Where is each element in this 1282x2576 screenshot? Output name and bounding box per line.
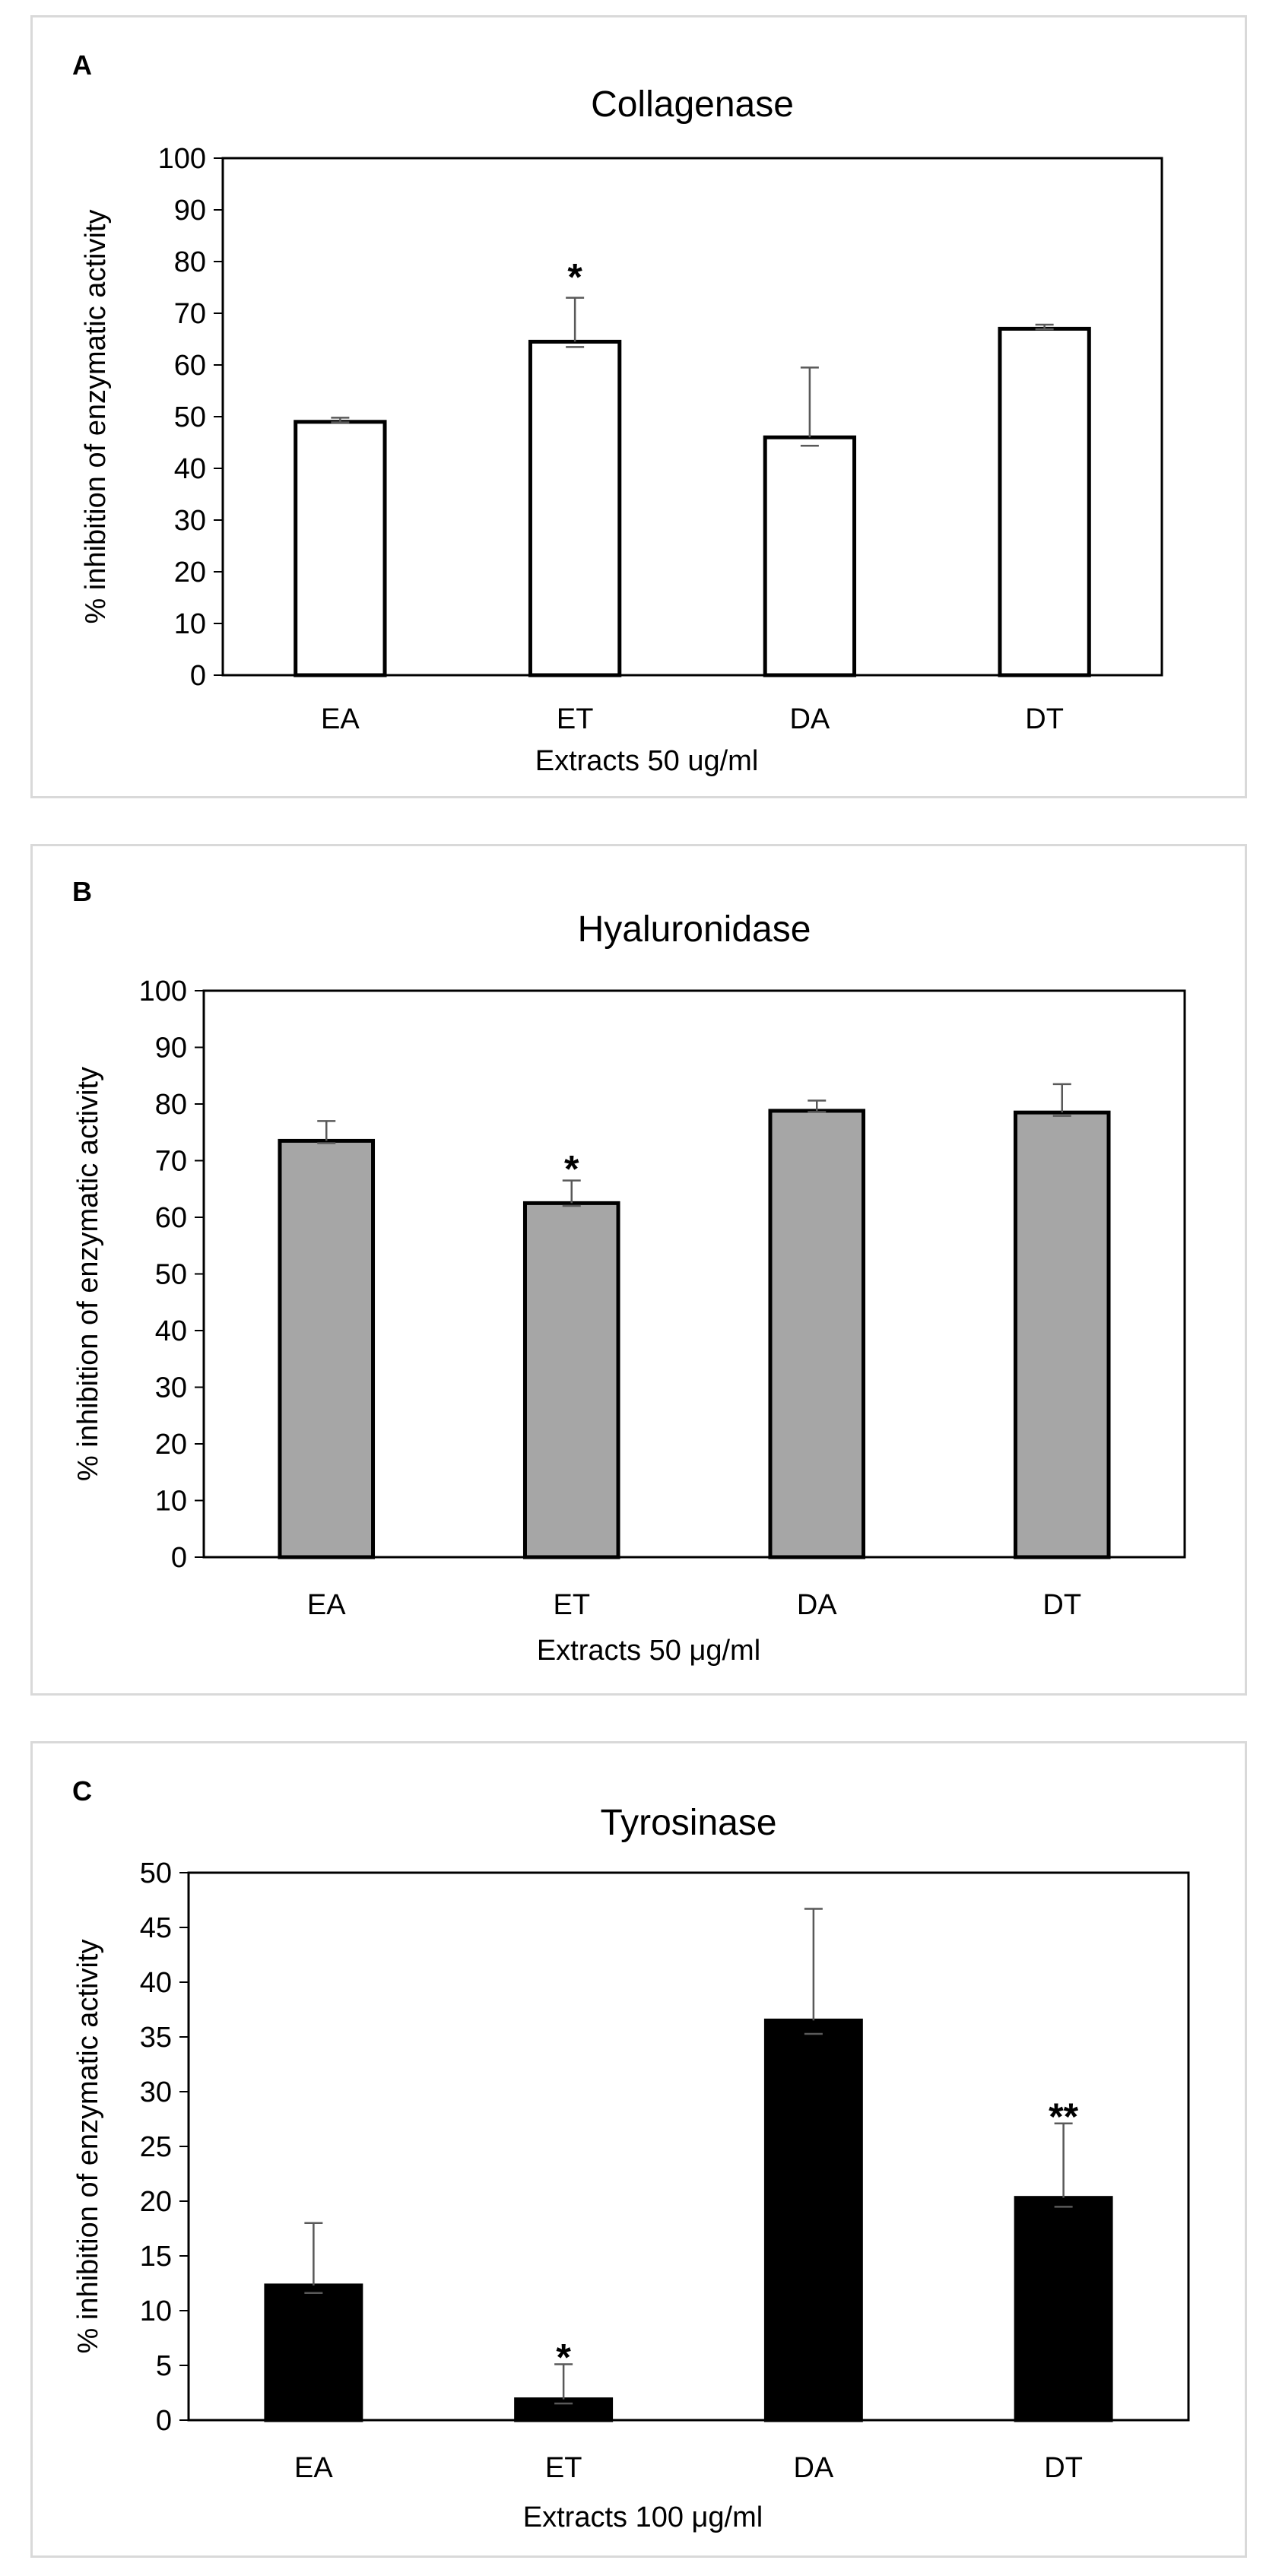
y-tick-label: 80 [155, 1089, 187, 1121]
y-tick-label: 70 [174, 298, 206, 330]
chart-title: Tyrosinase [600, 1803, 776, 1843]
x-category-label: DA [789, 703, 830, 735]
y-tick-label: 0 [156, 2405, 172, 2437]
y-axis-label: % inhibition of enzymatic activity [80, 210, 112, 624]
y-tick-label: 50 [140, 1857, 172, 1889]
bar-tyrosinase-dt [1014, 2196, 1113, 2422]
y-tick-label: 45 [140, 1912, 172, 1944]
bar-hyaluronidase-ea [278, 1138, 376, 1559]
x-category-label: EA [294, 2452, 333, 2484]
chart-panel-collagenase: A Collagenase 0 10 20 30 40 50 60 70 80 90 100 % inhi… [30, 15, 1247, 798]
hyaluronidase-chart: B Hyaluronidase 0 10 20 30 40 50 60 70 80 90 100 % in… [72, 876, 1186, 1667]
significance-marker: * [567, 256, 582, 299]
bar-hyaluronidase-da [768, 1109, 866, 1559]
x-category-label: DA [797, 1589, 837, 1621]
x-category-label: ET [557, 703, 594, 735]
y-tick-label: 20 [174, 557, 206, 588]
collagenase-chart: A Collagenase 0 10 20 30 40 50 60 70 80 90 100 % inhi… [72, 49, 1163, 777]
panel-letter: C [72, 1775, 92, 1807]
x-category-label: DA [793, 2452, 833, 2484]
y-tick-label: 60 [155, 1202, 187, 1234]
y-tick-label: 20 [140, 2186, 172, 2218]
x-category-label: EA [307, 1589, 346, 1621]
significance-marker: ** [1049, 2095, 1078, 2138]
y-tick-label: 100 [139, 976, 187, 1007]
y-tick-label: 40 [155, 1315, 187, 1347]
x-category-label: DT [1042, 1589, 1081, 1621]
tyrosinase-chart: C Tyrosinase 0 5 10 15 20 25 30 35 40 45 50 % inhibit… [72, 1775, 1190, 2533]
significance-marker: * [556, 2336, 571, 2379]
y-tick-label: 100 [158, 143, 206, 175]
y-tick-label: 10 [174, 608, 206, 640]
x-category-label: DT [1044, 2452, 1083, 2484]
x-axis-label: Extracts 50 μg/ml [537, 1635, 760, 1667]
y-tick-label: 20 [155, 1429, 187, 1461]
y-axis-label: % inhibition of enzymatic activity [72, 1940, 104, 2354]
y-tick-label: 80 [174, 246, 206, 278]
y-tick-label: 50 [155, 1259, 187, 1291]
x-category-label: ET [545, 2452, 582, 2484]
bar-tyrosinase-ea [264, 2283, 363, 2422]
y-tick-label: 25 [140, 2131, 172, 2163]
y-tick-label: 10 [155, 1486, 187, 1518]
y-tick-label: 10 [140, 2295, 172, 2327]
y-tick-label: 0 [171, 1542, 187, 1574]
y-tick-label: 0 [190, 660, 206, 692]
chart-title: Collagenase [591, 84, 794, 125]
y-tick-label: 90 [174, 195, 206, 227]
y-tick-label: 50 [174, 401, 206, 433]
y-tick-label: 40 [140, 1967, 172, 1999]
y-tick-label: 30 [174, 505, 206, 537]
x-category-label: ET [553, 1589, 590, 1621]
y-tick-label: 70 [155, 1146, 187, 1178]
y-tick-label: 5 [156, 2350, 172, 2382]
chart-panel-tyrosinase: C Tyrosinase 0 5 10 15 20 25 30 35 40 45 50 % inhibit… [30, 1741, 1247, 2558]
bar-collagenase-dt [998, 326, 1091, 677]
x-axis-label: Extracts 50 ug/ml [535, 745, 759, 777]
bar-collagenase-da [763, 435, 857, 677]
bar-collagenase-et [528, 339, 622, 677]
bar-hyaluronidase-dt [1013, 1110, 1111, 1559]
significance-marker: * [564, 1148, 579, 1191]
x-category-label: EA [321, 703, 360, 735]
y-axis-label: % inhibition of enzymatic activity [72, 1067, 104, 1481]
y-tick-label: 30 [155, 1372, 187, 1404]
bar-collagenase-ea [294, 420, 387, 677]
bar-hyaluronidase-et [522, 1201, 620, 1559]
bar-tyrosinase-et [514, 2397, 614, 2422]
panel-letter: A [72, 49, 92, 81]
y-tick-label: 40 [174, 453, 206, 485]
y-tick-label: 90 [155, 1033, 187, 1064]
y-tick-label: 35 [140, 2022, 172, 2054]
y-tick-label: 60 [174, 350, 206, 382]
y-tick-label: 30 [140, 2076, 172, 2108]
bar-tyrosinase-da [763, 2018, 863, 2422]
y-tick-label: 15 [140, 2241, 172, 2273]
chart-title: Hyaluronidase [578, 909, 811, 950]
x-axis-label: Extracts 100 μg/ml [523, 2501, 763, 2533]
chart-panel-hyaluronidase: B Hyaluronidase 0 10 20 30 40 50 60 70 80 90 100 % in… [30, 844, 1247, 1696]
panel-letter: B [72, 876, 92, 907]
x-category-label: DT [1025, 703, 1064, 735]
